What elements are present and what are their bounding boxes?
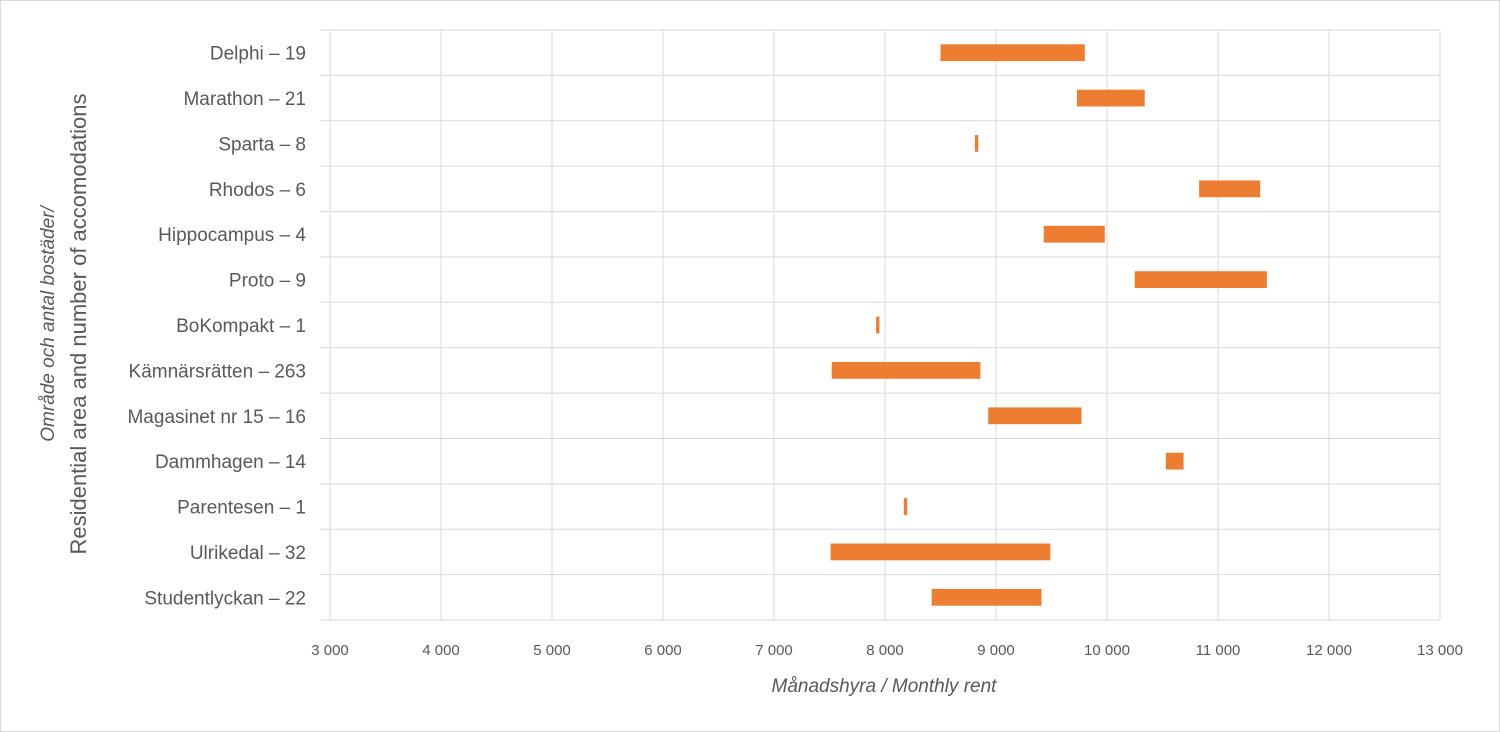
category-label-2: Sparta – 8 <box>218 134 306 155</box>
x-tick-label-10: 13 000 <box>1417 642 1463 659</box>
range-bar-3 <box>1199 180 1261 198</box>
gridlines <box>320 29 1441 621</box>
range-bar-9 <box>1165 452 1184 470</box>
range-bar-6 <box>876 316 880 334</box>
x-tick-label-9: 12 000 <box>1306 642 1352 659</box>
x-tick-labels: 3 000 4 000 5 000 6 000 7 000 8 000 9 000 10 00… <box>311 642 1463 659</box>
category-label-8: Magasinet nr 15 – 16 <box>127 407 306 428</box>
range-bar-8 <box>988 407 1082 425</box>
category-label-12: Studentlyckan – 22 <box>144 588 306 609</box>
category-label-9: Dammhagen – 14 <box>155 452 306 473</box>
range-bars <box>830 44 1267 606</box>
range-bar-11 <box>830 543 1051 561</box>
category-label-1: Marathon – 21 <box>183 89 306 110</box>
y-axis-title-line1: Område och antal bostäder/ <box>38 205 59 442</box>
category-label-10: Parentesen – 1 <box>177 498 306 519</box>
range-bar-4 <box>1043 225 1105 243</box>
x-tick-label-1: 4 000 <box>422 642 460 659</box>
x-tick-label-2: 5 000 <box>533 642 571 659</box>
range-bar-5 <box>1134 271 1267 289</box>
x-tick-label-6: 9 000 <box>977 642 1015 659</box>
category-label-5: Proto – 9 <box>229 271 306 292</box>
range-bar-0 <box>940 44 1085 62</box>
range-bar-10 <box>903 498 908 515</box>
range-bar-7 <box>831 361 981 379</box>
category-label-7: Kämnärsrätten – 263 <box>129 361 306 382</box>
x-tick-label-0: 3 000 <box>311 642 349 659</box>
range-bar-1 <box>1077 89 1145 107</box>
x-tick-label-7: 10 000 <box>1084 642 1130 659</box>
x-tick-label-8: 11 000 <box>1196 642 1241 659</box>
x-tick-label-5: 8 000 <box>866 642 904 659</box>
range-bar-2 <box>974 135 979 152</box>
category-label-0: Delphi – 19 <box>210 44 306 65</box>
x-axis-title: Månadshyra / Monthly rent <box>772 676 998 697</box>
category-label-6: BoKompakt – 1 <box>176 316 306 337</box>
x-tick-label-4: 7 000 <box>755 642 793 659</box>
y-axis-title-line2: Residential area and number of accomodat… <box>66 93 91 554</box>
category-label-4: Hippocampus – 4 <box>158 225 306 246</box>
category-labels: Delphi – 19 Marathon – 21 Sparta – 8 Rhodos… <box>127 44 306 610</box>
category-label-3: Rhodos – 6 <box>209 180 306 201</box>
category-label-11: Ulrikedal – 32 <box>190 543 306 564</box>
x-tick-label-3: 6 000 <box>644 642 682 659</box>
range-bar-12 <box>931 588 1042 606</box>
